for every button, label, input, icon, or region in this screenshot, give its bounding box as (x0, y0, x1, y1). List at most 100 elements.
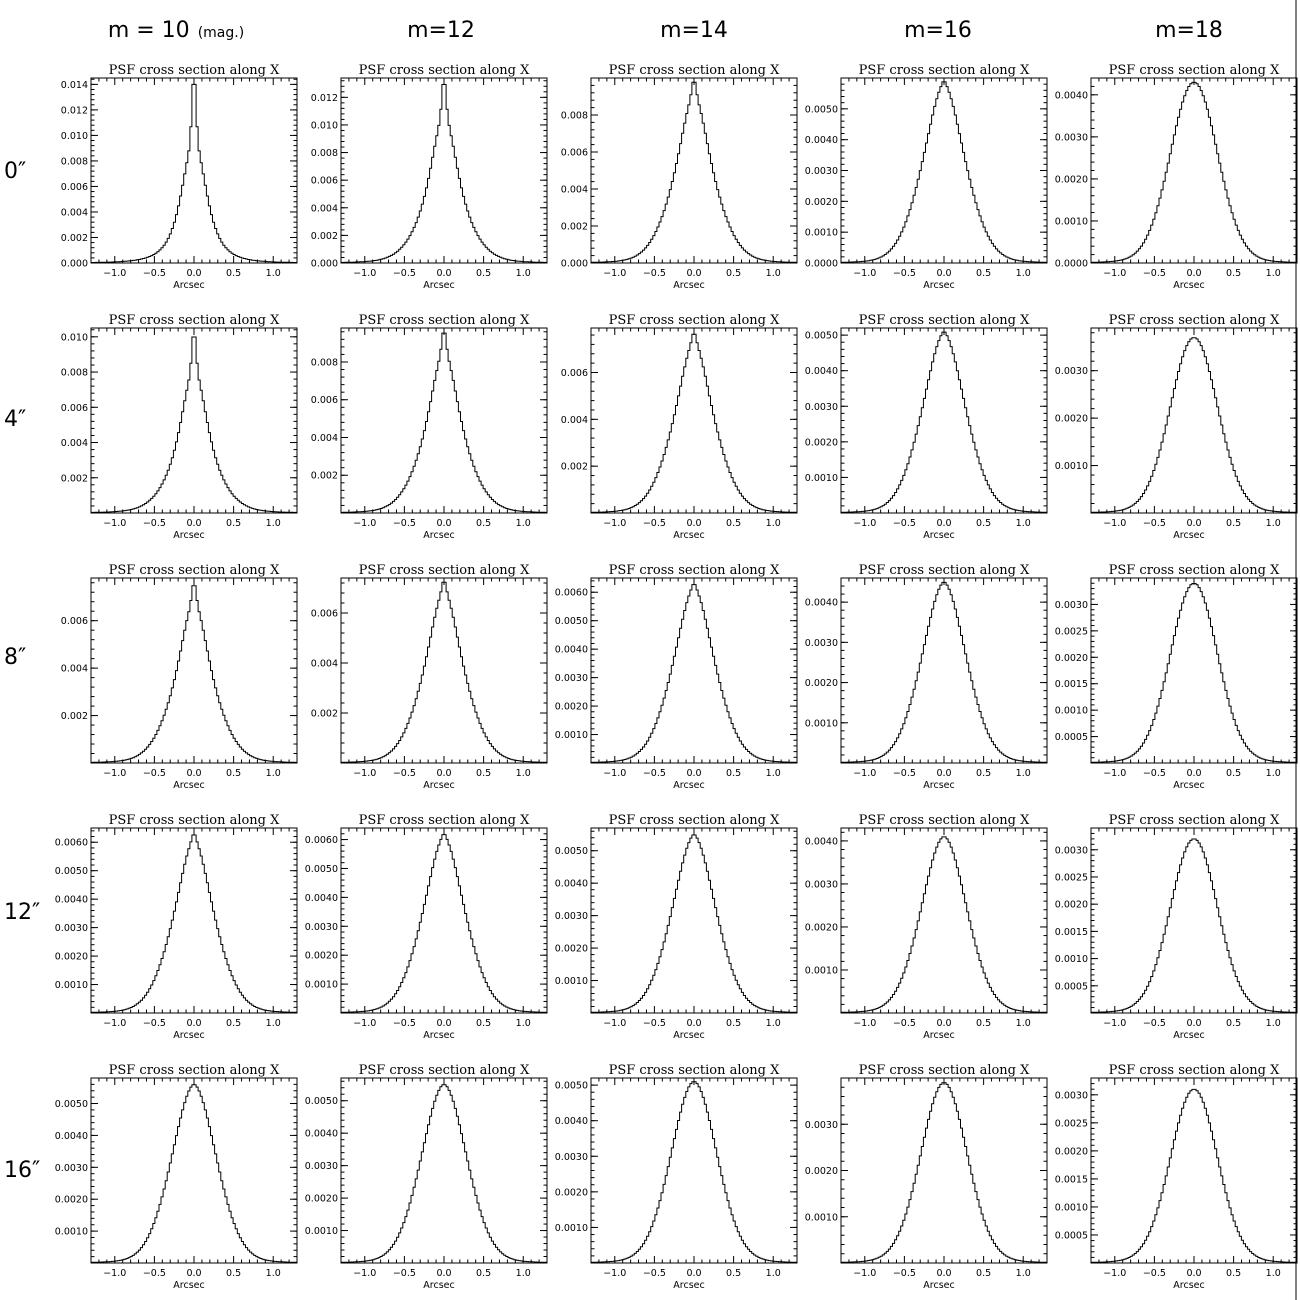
y-tick-label: 0.006 (561, 368, 588, 379)
panel-title: PSF cross section along X (609, 1063, 781, 1078)
psf-profile-line (91, 585, 297, 763)
x-axis-label: Arcsec (673, 530, 704, 541)
plot-frame (840, 327, 1048, 514)
y-tick-label: 0.0050 (805, 104, 838, 115)
psf-panel-r2-c0: PSF cross section along X −1.0 −0.5 0.0 0.5 1… (61, 563, 298, 791)
x-tick-label: −0.5 (1143, 1018, 1166, 1029)
x-tick-label: 0.5 (226, 768, 241, 779)
y-tick-label: 0.0015 (1055, 1174, 1088, 1185)
x-tick-label: 1.0 (1266, 1268, 1281, 1279)
x-tick-label: 1.0 (266, 268, 281, 279)
x-tick-label: −0.5 (643, 268, 666, 279)
y-tick-label: 0.0030 (555, 1152, 588, 1163)
x-tick-label: −1.0 (1103, 1268, 1126, 1279)
x-tick-label: −1.0 (353, 768, 376, 779)
y-tick-label: 0.008 (61, 156, 88, 167)
psf-panel-r1-c0: PSF cross section along X −1.0 −0.5 0.0 0.5 1… (61, 313, 298, 541)
panel-title: PSF cross section along X (859, 1063, 1031, 1078)
x-tick-label: 1.0 (516, 518, 531, 529)
x-tick-label: −1.0 (353, 518, 376, 529)
panel-title: PSF cross section along X (859, 563, 1031, 578)
y-tick-label: 0.012 (311, 93, 338, 104)
x-axis-label: Arcsec (423, 780, 454, 791)
psf-panel-r3-c3: PSF cross section along X −1.0 −0.5 0.0 0.5 1… (805, 813, 1048, 1041)
x-tick-label: 1.0 (266, 768, 281, 779)
psf-profile-line (91, 1084, 297, 1263)
x-tick-label: −0.5 (893, 768, 916, 779)
x-tick-label: 0.0 (1186, 1268, 1201, 1279)
panel-title: PSF cross section along X (359, 63, 531, 78)
y-tick-label: 0.0040 (305, 893, 338, 904)
x-tick-label: −0.5 (643, 518, 666, 529)
x-tick-label: 0.5 (1226, 518, 1241, 529)
x-axis-label: Arcsec (923, 530, 954, 541)
x-tick-label: −0.5 (1143, 268, 1166, 279)
y-tick-label: 0.010 (61, 332, 88, 343)
plot-frame (340, 1077, 548, 1264)
x-tick-label: 0.5 (976, 268, 991, 279)
psf-panel-r0-c0: PSF cross section along X −1.0 −0.5 0.0 0.5 1… (61, 63, 298, 291)
y-tick-label: 0.0020 (1055, 900, 1088, 911)
x-tick-label: −1.0 (1103, 768, 1126, 779)
psf-profile-line (841, 836, 1047, 1013)
x-axis-label: Arcsec (923, 1030, 954, 1041)
x-axis-label: Arcsec (173, 1030, 204, 1041)
x-tick-label: 0.5 (726, 1018, 741, 1029)
x-tick-label: −0.5 (143, 1018, 166, 1029)
y-tick-label: 0.0010 (1055, 461, 1088, 472)
x-tick-label: 0.5 (476, 518, 491, 529)
x-tick-label: 0.0 (1186, 518, 1201, 529)
y-tick-label: 0.0000 (805, 259, 838, 270)
y-tick-label: 0.0030 (1055, 845, 1088, 856)
psf-profile-line (841, 581, 1047, 763)
column-header-main: m=16 (904, 18, 972, 43)
x-tick-label: −0.5 (143, 268, 166, 279)
x-tick-label: −1.0 (603, 768, 626, 779)
panel-title: PSF cross section along X (109, 813, 281, 828)
x-tick-label: −1.0 (853, 768, 876, 779)
y-tick-label: 0.0030 (805, 638, 838, 649)
x-tick-label: 0.0 (436, 268, 451, 279)
x-tick-label: 0.5 (976, 518, 991, 529)
y-tick-label: 0.0020 (805, 678, 838, 689)
y-tick-label: 0.002 (311, 709, 338, 720)
x-tick-label: −0.5 (893, 1018, 916, 1029)
y-tick-label: 0.0010 (805, 1212, 838, 1223)
plot-frame (590, 327, 798, 514)
y-tick-label: 0.0020 (805, 437, 838, 448)
x-tick-label: 0.5 (476, 268, 491, 279)
y-tick-label: 0.004 (311, 203, 338, 214)
y-tick-label: 0.0040 (305, 1129, 338, 1140)
x-tick-label: −0.5 (1143, 1268, 1166, 1279)
y-tick-label: 0.0040 (805, 598, 838, 609)
panel-title: PSF cross section along X (359, 313, 531, 328)
column-header-0: m = 10 (mag.) (108, 18, 244, 43)
x-axis-label: Arcsec (923, 1280, 954, 1291)
x-tick-label: 0.0 (936, 768, 951, 779)
x-axis-label: Arcsec (423, 1030, 454, 1041)
x-tick-label: −1.0 (353, 268, 376, 279)
x-tick-label: −0.5 (893, 268, 916, 279)
x-axis-label: Arcsec (1173, 530, 1204, 541)
x-tick-label: 0.0 (1186, 768, 1201, 779)
y-tick-label: 0.0020 (805, 922, 838, 933)
y-tick-label: 0.0050 (55, 1099, 88, 1110)
x-axis-label: Arcsec (923, 780, 954, 791)
column-header-1: m=12 (407, 18, 475, 43)
y-tick-label: 0.0015 (1055, 679, 1088, 690)
y-tick-label: 0.0020 (805, 1166, 838, 1177)
plot-frame (590, 827, 798, 1014)
x-tick-label: −1.0 (103, 1268, 126, 1279)
y-tick-label: 0.0050 (55, 866, 88, 877)
x-tick-label: −1.0 (1103, 268, 1126, 279)
x-tick-label: −0.5 (893, 518, 916, 529)
plot-frame (590, 577, 798, 764)
y-tick-label: 0.002 (61, 711, 88, 722)
y-tick-label: 0.002 (61, 473, 88, 484)
panel-title: PSF cross section along X (1109, 813, 1281, 828)
row-header-2: 8″ (4, 645, 26, 670)
panel-title: PSF cross section along X (609, 313, 781, 328)
x-tick-label: 1.0 (266, 1268, 281, 1279)
y-tick-label: 0.0030 (1055, 1090, 1088, 1101)
x-tick-label: −0.5 (393, 268, 416, 279)
